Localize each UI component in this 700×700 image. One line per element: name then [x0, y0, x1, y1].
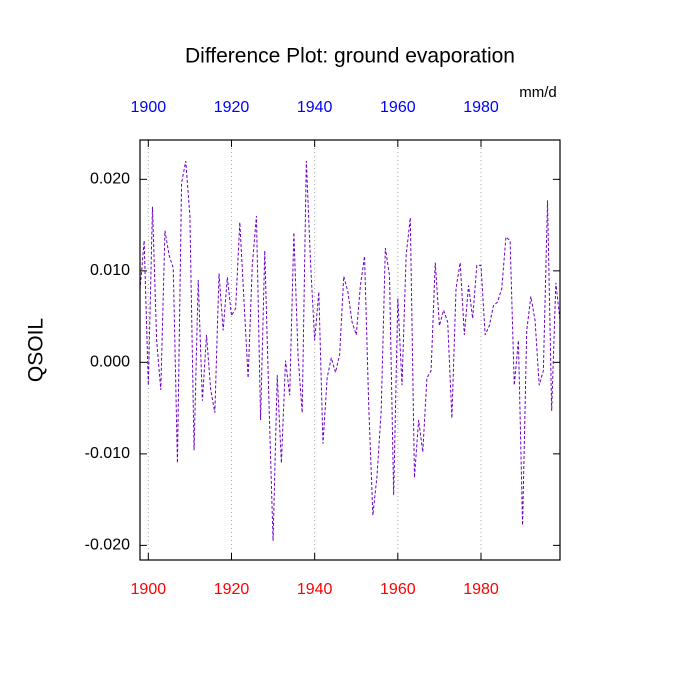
- x-tick-label-top: 1960: [380, 99, 416, 116]
- y-tick-label: -0.010: [85, 445, 130, 462]
- data-line: [139, 160, 561, 541]
- y-tick-label: 0.010: [90, 262, 130, 279]
- chart-title: Difference Plot: ground evaporation: [185, 45, 515, 68]
- y-axis-label: QSOIL: [25, 318, 48, 382]
- x-tick-label-top: 1940: [297, 99, 333, 116]
- x-tick-label: 1940: [297, 581, 333, 598]
- x-tick-label: 1980: [463, 581, 499, 598]
- y-tick-label: 0.020: [90, 171, 130, 188]
- plot-frame: [139, 139, 561, 561]
- x-tick-label: 1900: [131, 581, 167, 598]
- y-tick-label: 0.000: [90, 354, 130, 371]
- x-tick-label: 1920: [214, 581, 250, 598]
- y-tick-label: -0.020: [85, 537, 130, 554]
- x-tick-label-top: 1900: [131, 99, 167, 116]
- x-tick-label: 1960: [380, 581, 416, 598]
- units-label: mm/d: [519, 84, 557, 101]
- x-tick-label-top: 1920: [214, 99, 250, 116]
- x-tick-label-top: 1980: [463, 99, 499, 116]
